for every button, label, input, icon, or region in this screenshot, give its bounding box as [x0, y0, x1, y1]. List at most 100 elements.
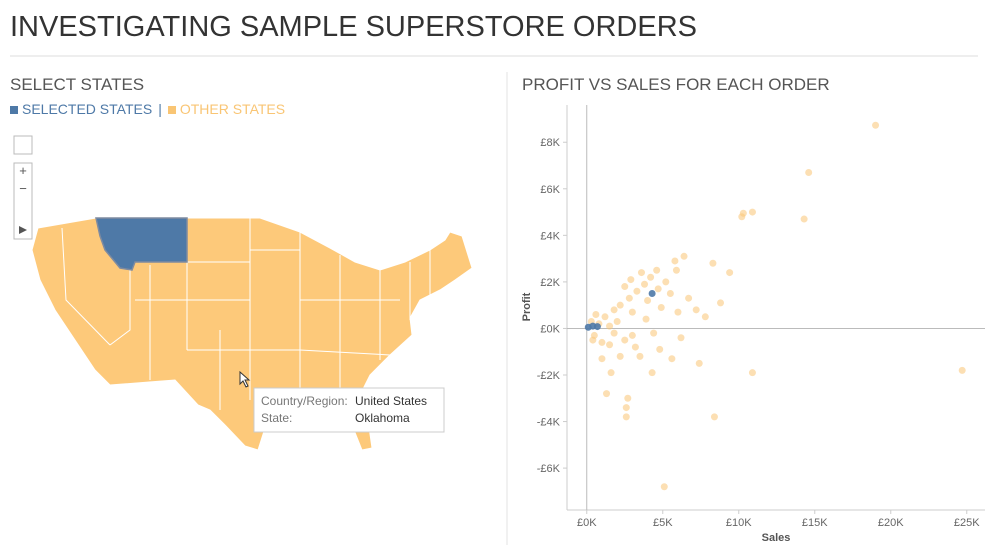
scatter-point — [625, 294, 633, 302]
scatter-point — [709, 259, 717, 267]
scatter-point — [598, 338, 606, 346]
scatter-point — [621, 336, 629, 344]
montana[interactable] — [95, 217, 188, 271]
scatter-point — [648, 369, 656, 377]
scatter-point — [805, 169, 813, 176]
legend-label: OTHER STATES — [179, 101, 286, 117]
y-tick-label: -£6K — [537, 463, 561, 475]
scatter-point — [610, 329, 618, 337]
scatter-point — [710, 413, 718, 421]
scatter-point — [692, 306, 700, 314]
scatter-point — [656, 345, 664, 353]
scatter-point — [601, 313, 609, 321]
scatter-point — [685, 294, 693, 302]
scatter-point — [674, 308, 682, 316]
scatter-point — [628, 308, 636, 316]
scatter-point — [748, 369, 756, 377]
svg-text:−: − — [19, 181, 27, 196]
scatter-point — [739, 209, 747, 217]
tooltip-value: United States — [355, 394, 427, 408]
y-tick-label: -£2K — [537, 370, 561, 382]
scatter-point — [647, 273, 655, 281]
scatter-point — [616, 352, 624, 360]
scatter-point — [613, 317, 621, 325]
tooltip-value: Oklahoma — [355, 411, 410, 425]
scatter-point — [642, 315, 650, 323]
chart-title: PROFIT VS SALES FOR EACH ORDER — [522, 75, 830, 94]
map-controls: + − — [13, 135, 33, 240]
scatter-point — [726, 269, 734, 277]
scatter-point — [592, 310, 600, 318]
legend-swatch — [167, 106, 176, 114]
scatter-point — [593, 323, 601, 331]
zoom-toolbar[interactable] — [13, 162, 33, 240]
x-tick-label: £15K — [802, 517, 828, 529]
x-tick-label: £0K — [577, 517, 597, 529]
search-button[interactable] — [13, 135, 33, 155]
scatter-point — [648, 290, 656, 298]
y-tick-label: £6K — [540, 184, 560, 196]
scatter-point — [606, 341, 614, 349]
scatter-point — [607, 369, 615, 377]
scatter-point — [671, 257, 679, 265]
legend-label: SELECTED STATES — [22, 101, 153, 117]
scatter-point — [958, 366, 966, 374]
x-axis-label: Sales — [762, 532, 791, 544]
x-tick-label: £5K — [653, 517, 673, 529]
svg-text:+: + — [19, 163, 27, 178]
scatter-point — [624, 394, 632, 402]
scatter-point — [637, 269, 645, 277]
scatter-point — [631, 343, 639, 351]
map-title: SELECT STATES — [10, 75, 144, 94]
scatter-point — [641, 280, 649, 288]
scatter-point — [650, 329, 658, 337]
tooltip: Country/Region: United States State: Okl… — [253, 387, 445, 433]
scatter-point — [800, 215, 808, 223]
dashboard-title: INVESTIGATING SAMPLE SUPERSTORE ORDERS — [10, 11, 697, 43]
scatter-point — [616, 301, 624, 309]
scatter-point — [680, 252, 688, 260]
y-tick-label: £2K — [540, 277, 560, 289]
scatter-point — [622, 413, 630, 421]
scatter-point — [872, 121, 880, 129]
us-map[interactable] — [31, 217, 473, 451]
tooltip-label: Country/Region: — [261, 394, 348, 408]
scatter-point — [701, 313, 709, 321]
y-axis-label: Profit — [521, 292, 533, 321]
scatter-point — [633, 287, 641, 295]
tooltip-box — [253, 387, 445, 433]
scatter-point — [622, 404, 630, 412]
x-tick-label: £10K — [726, 517, 752, 529]
scatter-point — [717, 299, 725, 307]
scatter-point — [668, 355, 676, 363]
scatter-point — [598, 355, 606, 363]
y-tick-label: £8K — [540, 137, 560, 149]
scatter-point — [660, 483, 668, 491]
scatter-point — [644, 297, 652, 305]
legend: SELECTED STATES | OTHER STATES — [10, 101, 285, 117]
scatter-point — [654, 285, 662, 293]
scatter-point — [606, 322, 614, 330]
scatter-point — [657, 304, 665, 311]
scatter-point — [677, 334, 685, 342]
scatter-point — [672, 266, 680, 274]
scatter-point — [695, 359, 703, 367]
scatter-point — [621, 283, 629, 291]
scatter-point — [662, 278, 670, 286]
scatter-point — [666, 290, 674, 298]
x-tick-label: £25K — [954, 517, 980, 529]
y-tick-label: £0K — [540, 323, 560, 335]
scatter-point — [653, 266, 661, 274]
scatter-point — [603, 390, 611, 398]
cursor — [239, 370, 251, 388]
scatter-point — [748, 208, 756, 216]
scatter-point — [627, 276, 635, 284]
legend-separator: | — [158, 101, 162, 117]
scatter-point — [610, 306, 618, 314]
tooltip-label: State: — [261, 411, 292, 425]
x-tick-label: £20K — [878, 517, 904, 529]
scatter-point — [628, 331, 636, 339]
legend-swatch — [10, 106, 18, 114]
